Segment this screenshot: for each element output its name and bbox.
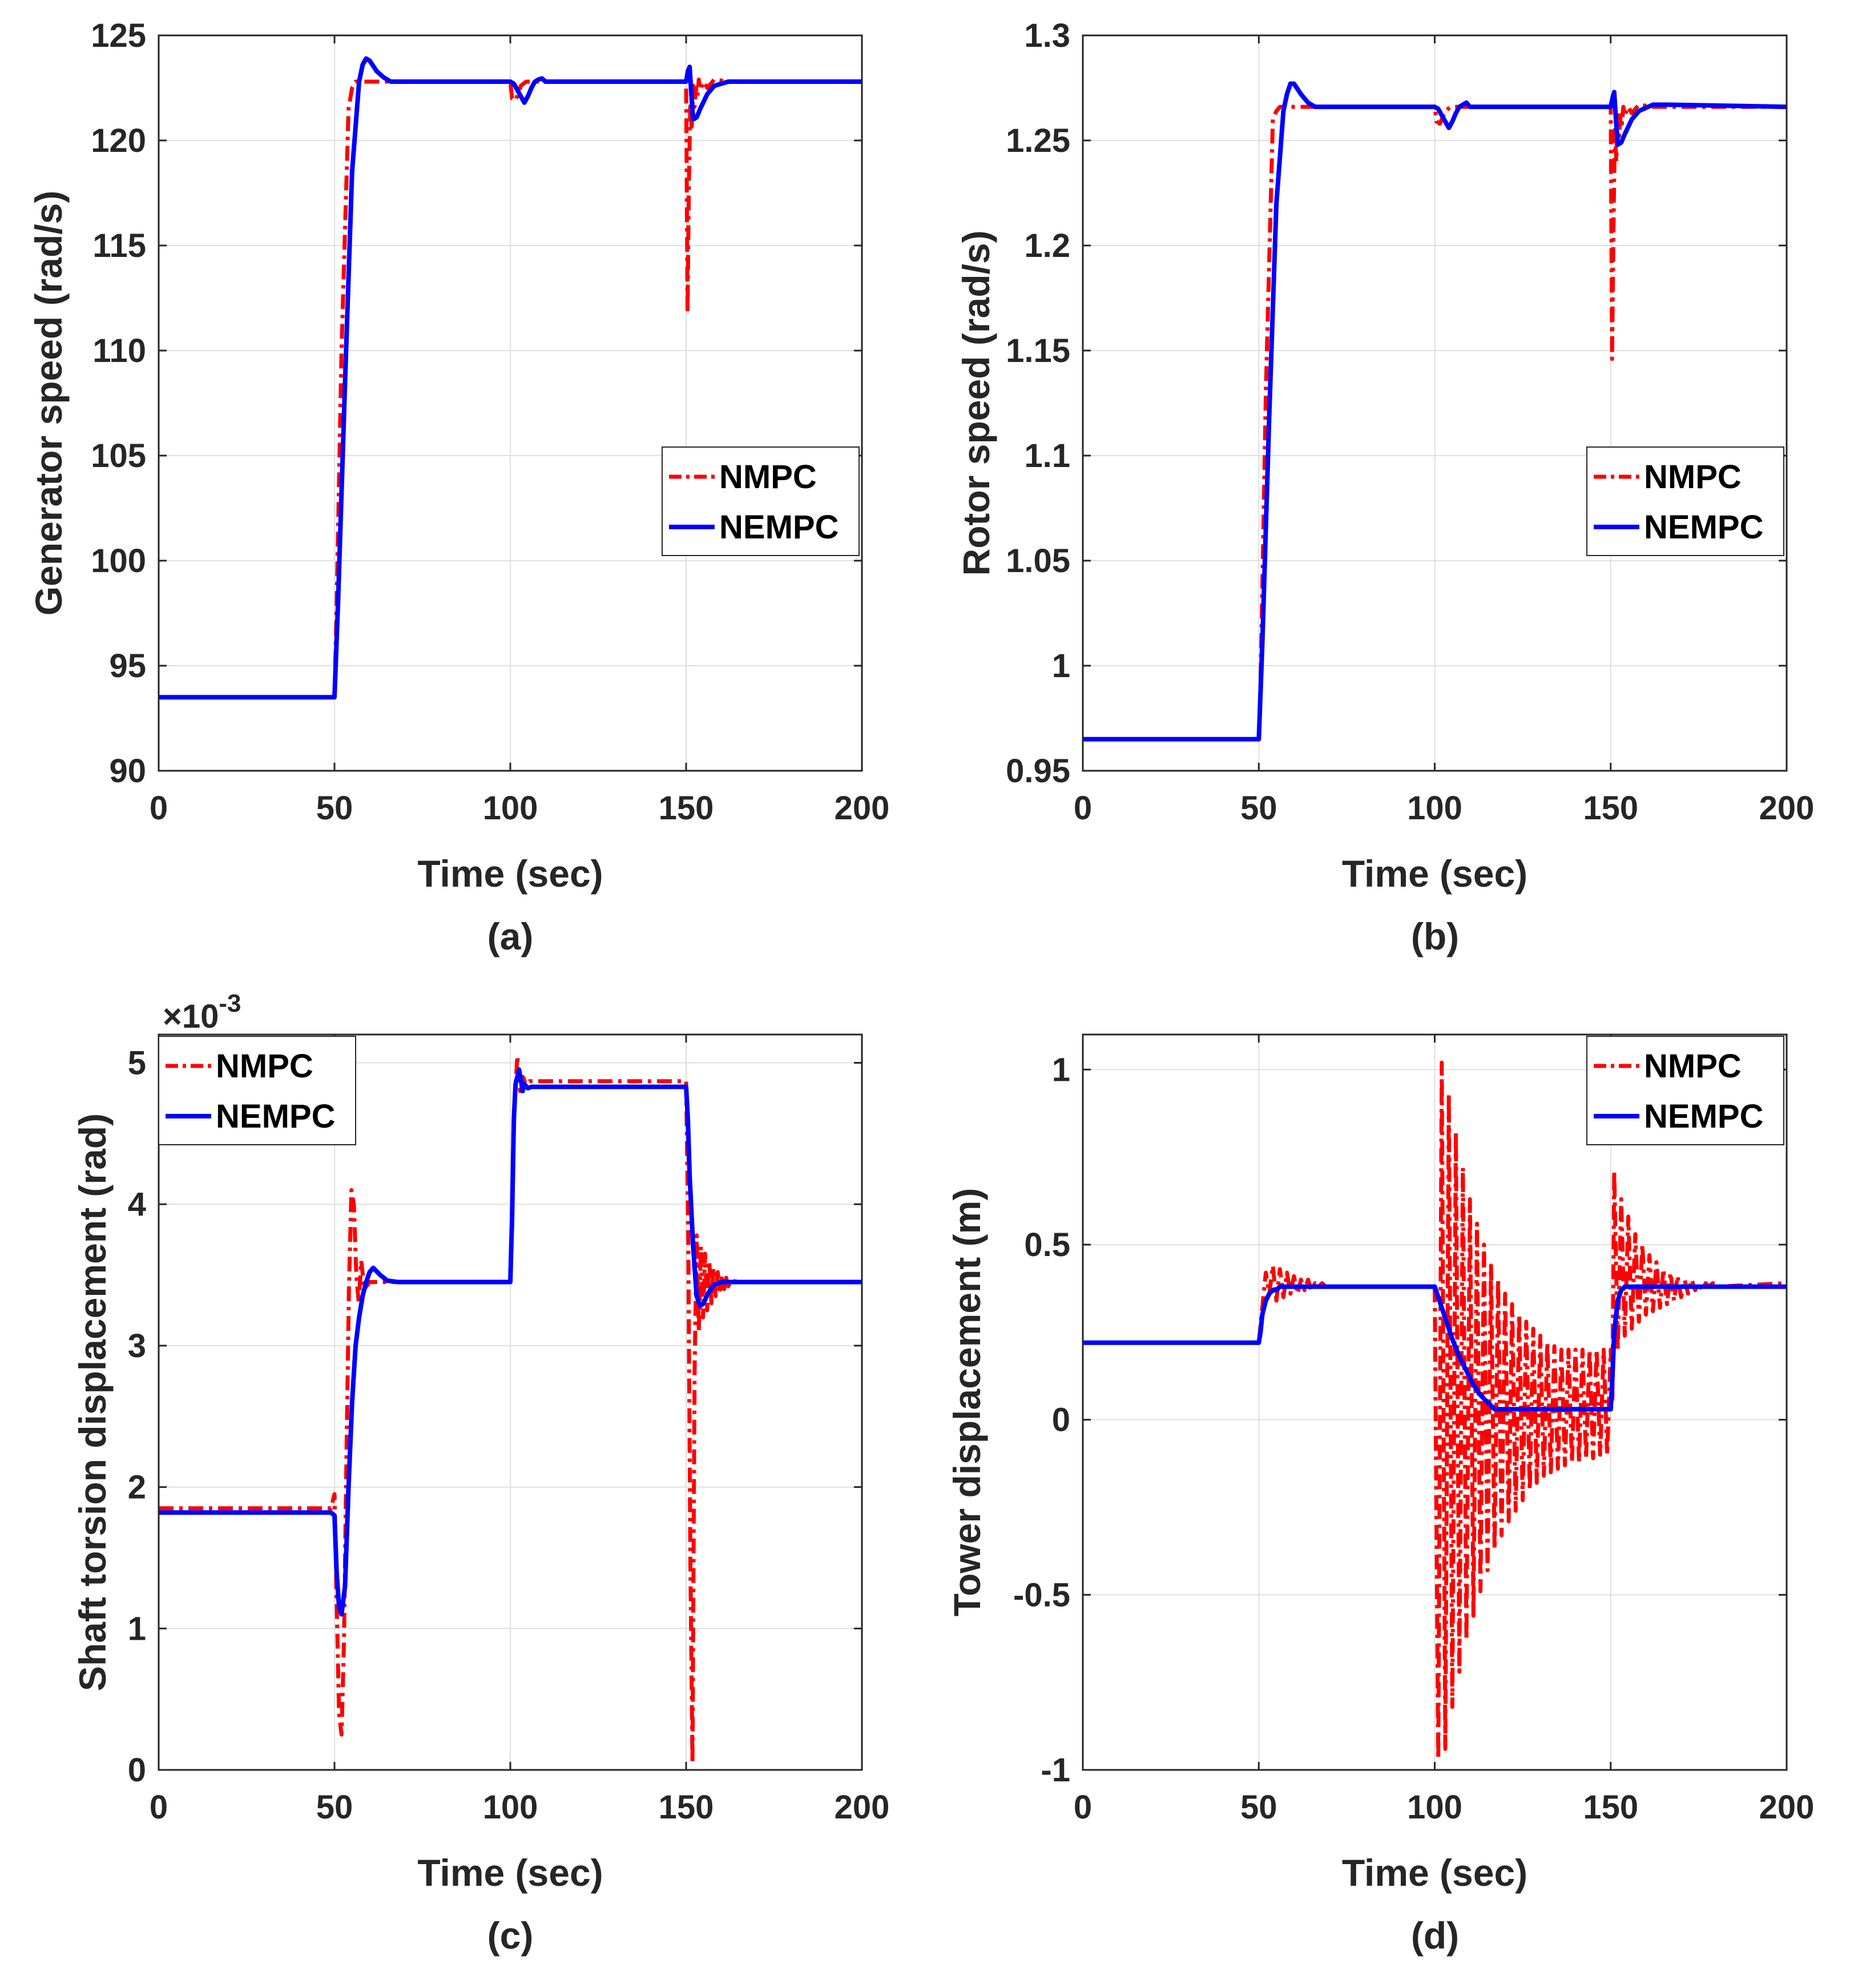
x-tick-label: 100 [483, 1789, 538, 1826]
x-tick-label: 200 [1759, 790, 1815, 827]
y-tick-label: 1 [1052, 1051, 1070, 1088]
x-tick-label: 50 [316, 790, 353, 827]
x-axis-label: Time (sec) [1342, 852, 1527, 895]
x-tick-label: 150 [659, 790, 714, 827]
x-axis-label: Time (sec) [417, 1852, 603, 1894]
legend: NMPC NEMPC [662, 446, 860, 556]
series-line-nempc [1083, 81, 1787, 742]
y-axis-label: Shaft torsion displacement (rad) [71, 1113, 114, 1691]
series-group [1083, 1060, 1787, 1762]
y-tick-label: 90 [109, 752, 146, 790]
x-tick-label: 50 [316, 1789, 353, 1826]
series-line-nempc [159, 56, 862, 700]
legend-label-nmpc: NMPC [719, 458, 817, 496]
legend-label-nmpc: NMPC [1644, 458, 1742, 496]
x-axis-label: Time (sec) [417, 852, 603, 895]
series-group [1083, 81, 1787, 742]
panel-b: 0 50 100 150 200 0.95 1 1.05 1.1 1.15 1.2 1.25 1.3 Ti… [955, 17, 1814, 957]
x-tick-label: 0 [150, 790, 168, 827]
y-tick-label: 110 [92, 332, 146, 369]
x-tick-label: 200 [835, 1789, 890, 1826]
x-tick-label: 150 [659, 1789, 714, 1826]
legend-label-nempc: NEMPC [216, 1098, 335, 1135]
legend-label-nmpc: NMPC [216, 1048, 313, 1085]
y-tick-label: 0.5 [1024, 1226, 1070, 1263]
legend-label-nempc: NEMPC [1644, 1098, 1763, 1135]
x-tick-label: 100 [1407, 1789, 1462, 1826]
x-tick-label: 150 [1583, 1789, 1638, 1826]
x-tick-label: 100 [1407, 790, 1462, 827]
legend-box [1586, 1036, 1784, 1145]
x-tick-label: 100 [483, 790, 538, 827]
legend: NMPC NEMPC [1586, 446, 1784, 556]
panel-a: 0 50 100 150 200 90 95 100 105 110 115 120 125 Time (… [27, 17, 889, 957]
y-tick-label: 0 [128, 1752, 146, 1789]
legend-box [1586, 446, 1784, 556]
y-tick-label: 125 [91, 17, 146, 54]
series-line-nmpc [1083, 1060, 1787, 1762]
y-tick-label: 1 [128, 1610, 146, 1647]
y-tick-label: 1.15 [1006, 332, 1070, 369]
series-group [159, 1053, 862, 1765]
legend-box [662, 446, 860, 556]
y-tick-label: -0.5 [1013, 1576, 1070, 1613]
panel-caption: (a) [487, 915, 534, 957]
y-axis-label: Rotor speed (rad/s) [955, 230, 997, 576]
y-tick-label: 0 [1052, 1402, 1070, 1439]
y-tick-label: 1.25 [1006, 122, 1070, 159]
legend-label-nempc: NEMPC [719, 509, 839, 546]
y-tick-label: 5 [128, 1045, 146, 1082]
panel-c: 0 50 100 150 200 0 1 2 3 4 5 Time (sec) Shaft torsio… [71, 989, 889, 1957]
y-tick-label: 1.3 [1024, 17, 1070, 54]
x-tick-label: 0 [150, 1789, 168, 1826]
legend: NMPC NEMPC [158, 1036, 356, 1145]
y-axis-label: Generator speed (rad/s) [27, 191, 70, 616]
y-tick-label: -1 [1041, 1752, 1070, 1789]
series-line-nempc [159, 1067, 862, 1617]
y-tick-label: 105 [91, 437, 146, 474]
y-axis-label: Tower displacement (m) [946, 1188, 988, 1617]
x-tick-label: 50 [1240, 790, 1277, 827]
x-tick-label: 200 [835, 790, 890, 827]
y-tick-label: 4 [128, 1186, 146, 1223]
legend-label-nempc: NEMPC [1644, 509, 1763, 546]
legend-label-nmpc: NMPC [1644, 1048, 1742, 1085]
panel-caption: (b) [1411, 915, 1459, 957]
y-tick-label: 3 [128, 1327, 146, 1365]
y-tick-label: 1.05 [1006, 542, 1070, 580]
x-tick-label: 50 [1240, 1789, 1277, 1826]
panel-caption: (c) [487, 1914, 534, 1957]
y-tick-label: 2 [128, 1469, 146, 1506]
series-line-nempc [1083, 1284, 1787, 1412]
y-tick-label: 1 [1052, 647, 1070, 685]
y-exponent-label: ×10-3 [163, 989, 241, 1035]
x-tick-label: 0 [1074, 1789, 1092, 1826]
y-tick-label: 0.95 [1006, 752, 1070, 790]
x-tick-label: 0 [1074, 790, 1092, 827]
legend-box [158, 1036, 356, 1145]
y-tick-label: 120 [91, 122, 146, 159]
x-tick-label: 150 [1583, 790, 1638, 827]
y-tick-label: 95 [109, 647, 146, 685]
panel-caption: (d) [1411, 1914, 1459, 1957]
series-group [159, 56, 862, 700]
panel-d: 0 50 100 150 200 -1 -0.5 0 0.5 1 Time (sec) Tower d… [946, 1033, 1815, 1957]
x-axis-label: Time (sec) [1342, 1852, 1527, 1894]
y-tick-label: 100 [91, 542, 146, 580]
y-tick-label: 115 [92, 227, 146, 264]
series-line-nmpc [159, 1053, 862, 1765]
x-tick-label: 200 [1759, 1789, 1815, 1826]
y-tick-label: 1.1 [1024, 437, 1070, 474]
y-tick-label: 1.2 [1024, 227, 1070, 264]
legend: NMPC NEMPC [1586, 1036, 1784, 1145]
